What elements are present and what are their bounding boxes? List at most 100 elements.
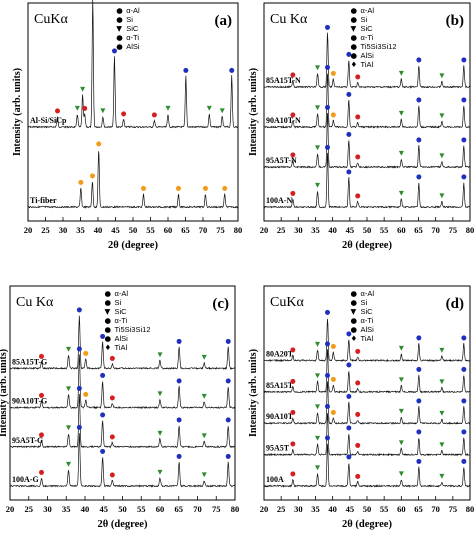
sample-label: 85A15T <box>266 381 294 390</box>
peak-marker-si: ● <box>290 377 296 385</box>
legend-marker: ▼ <box>105 307 111 316</box>
legend-label: Si <box>361 15 368 24</box>
peak-marker-alpha_al: ● <box>325 339 331 347</box>
x-tick-label: 45 <box>346 504 355 514</box>
x-tick-label: 20 <box>260 504 269 514</box>
peak-marker-alpha_al: ● <box>176 337 182 345</box>
legend-marker: ● <box>351 316 358 325</box>
legend-label: SiC <box>361 24 374 33</box>
peak-marker-alpha_al: ● <box>346 453 352 461</box>
x-tick-label: 75 <box>449 225 458 235</box>
peak-marker-alpha_al: ● <box>346 361 352 369</box>
peak-marker-sic: ▼ <box>158 468 163 476</box>
peak-marker-alpha_al: ● <box>176 452 182 460</box>
x-tick-label: 45 <box>100 504 109 514</box>
x-tick-label: 60 <box>156 504 165 514</box>
peak-marker-alpha_al: ● <box>416 173 422 181</box>
peak-marker-alpha_ti: ● <box>331 69 337 77</box>
peak-marker-sic: ▼ <box>66 345 71 353</box>
legend-marker: ● <box>105 298 112 307</box>
xrd-pattern-line <box>27 0 238 129</box>
peak-marker-si: ● <box>152 111 158 119</box>
peak-marker-alpha_al: ● <box>416 457 422 465</box>
x-tick-label: 60 <box>397 225 406 235</box>
x-tick-label: 25 <box>41 225 50 235</box>
legend-marker: ● <box>351 325 358 334</box>
peak-marker-alpha_al: ● <box>77 345 83 353</box>
x-tick-label: 35 <box>311 225 320 235</box>
x-tick-label: 65 <box>175 504 184 514</box>
legend-marker: ● <box>116 42 123 51</box>
sample-label: 85A15T-N <box>266 76 301 85</box>
peak-marker-sic: ▼ <box>439 72 444 80</box>
peak-marker-alpha_al: ● <box>325 63 331 71</box>
peak-marker-alpha_al: ● <box>100 332 106 340</box>
peak-marker-alpha_ti: ● <box>331 110 337 118</box>
peak-marker-alpha_al: ● <box>346 423 352 431</box>
legend-marker: ● <box>351 6 358 15</box>
xrd-pattern-line <box>9 433 235 488</box>
peak-marker-alpha_al: ● <box>77 423 83 431</box>
x-tick-label: 80 <box>234 225 243 235</box>
x-tick-label: 25 <box>277 225 286 235</box>
peak-marker-alpha_ti: ● <box>176 184 182 192</box>
legend-marker: ● <box>116 6 123 15</box>
peak-marker-sic: ▼ <box>315 371 320 379</box>
peak-marker-si: ● <box>355 472 361 480</box>
peak-marker-si: ● <box>110 354 116 362</box>
x-tick-label: 55 <box>137 504 146 514</box>
peak-marker-alpha_al: ● <box>325 402 331 410</box>
x-tick-label: 75 <box>449 504 458 514</box>
peak-marker-alpha_al: ● <box>229 66 235 74</box>
peak-marker-sic: ▼ <box>315 340 320 348</box>
legend-label: AlSi <box>115 334 129 343</box>
xrd-panel-4: 20 25 30 35 40 45 50 55 60 65 70 75 80 2θ (degree) Int… <box>248 285 474 530</box>
y-axis-label: Intensity (arb. units) <box>0 349 9 437</box>
peak-marker-sic: ▼ <box>439 440 444 448</box>
peak-marker-alpha_al: ● <box>225 337 231 345</box>
x-tick-label: 25 <box>25 504 34 514</box>
peak-marker-si: ● <box>355 192 361 200</box>
radiation-label: Cu Kα <box>270 12 308 27</box>
peak-marker-si: ● <box>355 113 361 121</box>
xrd-panel-2: 20 25 30 35 40 45 50 55 60 65 70 75 80 2θ (degree) Int… <box>248 2 474 251</box>
peak-marker-alpha_al: ● <box>346 329 352 337</box>
x-tick-label: 35 <box>311 504 320 514</box>
peak-marker-alpha_ti: ● <box>331 375 337 383</box>
x-tick-label: 30 <box>294 225 303 235</box>
peak-marker-alpha_ti: ● <box>331 408 337 416</box>
peak-marker-alpha_al: ● <box>346 90 352 98</box>
xrd-pattern-line <box>264 381 470 425</box>
x-tick-label: 80 <box>466 225 474 235</box>
legend-marker: ● <box>351 33 358 42</box>
sample-label: 100A-G <box>12 475 39 484</box>
legend-marker: ● <box>351 15 358 24</box>
peak-marker-sic: ▼ <box>100 107 105 115</box>
peak-marker-sic: ▼ <box>315 403 320 411</box>
peak-marker-alpha_al: ● <box>325 103 331 111</box>
peak-marker-alpha_al: ● <box>461 95 467 103</box>
peak-marker-si: ● <box>290 70 296 78</box>
peak-marker-sic: ▼ <box>399 149 404 157</box>
peak-marker-sic: ▼ <box>315 63 320 71</box>
xrd-pattern-line <box>9 354 235 410</box>
x-tick-label: 75 <box>216 225 225 235</box>
peak-marker-alpha_al: ● <box>325 23 331 31</box>
peak-marker-alpha_al: ● <box>176 376 182 384</box>
legend-label: α-Ti <box>361 33 374 42</box>
xrd-pattern-line <box>9 315 235 370</box>
sample-label: Ti-fiber <box>30 196 57 205</box>
peak-marker-sic: ▼ <box>207 104 212 112</box>
x-tick-label: 70 <box>193 504 202 514</box>
peak-marker-alpha_ti: ● <box>83 390 89 398</box>
xrd-pattern-line <box>9 393 235 449</box>
peak-marker-alpha_al: ● <box>225 416 231 424</box>
peak-marker-sic: ▼ <box>202 353 207 361</box>
legend-marker: ♦ <box>351 60 358 69</box>
legend-label: TiAl <box>361 334 374 343</box>
peak-marker-si: ● <box>110 471 116 479</box>
x-tick-label: 70 <box>199 225 208 235</box>
x-tick-label: 35 <box>76 225 85 235</box>
radiation-label: CuKα <box>34 12 68 27</box>
peak-marker-alpha_al: ● <box>100 410 106 418</box>
